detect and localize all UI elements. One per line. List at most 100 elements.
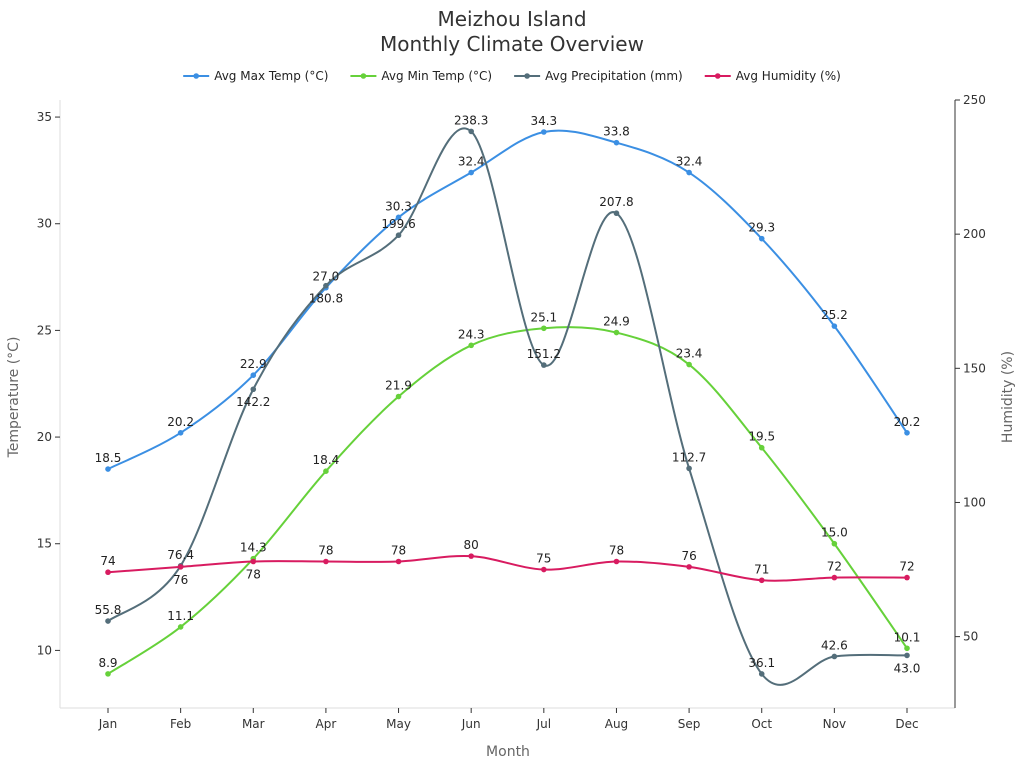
- data-point: [686, 564, 692, 570]
- data-point: [323, 558, 329, 565]
- data-label: 22.9: [240, 357, 267, 371]
- data-label: 20.2: [167, 415, 194, 429]
- data-point: [323, 282, 329, 289]
- data-label: 76: [681, 549, 696, 563]
- data-label: 78: [609, 544, 624, 558]
- legend-marker: [714, 73, 721, 79]
- data-label: 24.9: [603, 315, 630, 329]
- x-tick-label: May: [386, 717, 411, 731]
- data-point: [613, 558, 620, 565]
- data-point: [177, 430, 184, 436]
- data-label: 72: [827, 560, 842, 574]
- legend-marker: [360, 73, 367, 79]
- chart-subtitle: Monthly Climate Overview: [380, 32, 644, 56]
- series-line: [107, 127, 908, 686]
- data-point: [613, 329, 620, 336]
- data-point: [323, 468, 329, 475]
- y-tick-label: 30: [37, 217, 52, 231]
- data-point: [904, 652, 910, 659]
- data-point: [686, 465, 692, 472]
- data-point: [250, 372, 257, 379]
- y-right-tick-label: 100: [963, 495, 986, 509]
- data-label: 74: [100, 554, 115, 568]
- legend-item[interactable]: Avg Precipitation (mm): [514, 69, 683, 83]
- data-label: 27.0: [313, 270, 340, 284]
- data-label: 29.3: [748, 221, 775, 235]
- data-label: 78: [246, 568, 261, 582]
- x-tick-label: Jun: [461, 717, 481, 731]
- data-point: [468, 128, 474, 135]
- y-right-tick-label: 150: [963, 361, 986, 375]
- data-point: [613, 210, 620, 217]
- data-point: [177, 624, 184, 630]
- y-tick-label: 35: [37, 110, 52, 124]
- data-label: 36.1: [748, 656, 775, 670]
- data-point: [395, 393, 402, 400]
- data-point: [831, 653, 838, 660]
- data-label: 30.3: [385, 199, 412, 213]
- data-label: 80: [464, 538, 479, 552]
- data-label: 199.6: [381, 217, 415, 231]
- data-point: [468, 342, 474, 349]
- data-point: [831, 323, 838, 329]
- legend-marker: [193, 73, 199, 79]
- data-label: 33.8: [603, 125, 630, 139]
- data-point: [904, 430, 910, 436]
- data-point: [541, 325, 547, 332]
- data-label: 71: [754, 562, 769, 576]
- data-point: [105, 618, 111, 624]
- data-label: 10.1: [894, 630, 921, 644]
- legend-item[interactable]: Avg Min Temp (°C): [350, 69, 492, 83]
- y-right-tick-label: 50: [963, 630, 978, 644]
- data-label: 25.1: [530, 310, 557, 324]
- data-point: [541, 362, 547, 368]
- data-point: [904, 574, 910, 581]
- data-point: [250, 558, 257, 565]
- data-label: 180.8: [309, 292, 343, 306]
- x-tick-label: Feb: [170, 717, 191, 731]
- data-point: [395, 558, 402, 565]
- data-label: 8.9: [98, 656, 117, 670]
- data-label: 78: [391, 544, 406, 558]
- data-point: [105, 466, 111, 472]
- x-tick-label: Jan: [98, 717, 118, 731]
- x-tick-label: Jul: [536, 717, 551, 731]
- y-right-tick-label: 200: [963, 227, 986, 241]
- data-point: [686, 169, 692, 176]
- data-point: [541, 129, 547, 135]
- data-point: [468, 169, 474, 176]
- data-point: [758, 444, 765, 451]
- data-label: 20.2: [894, 415, 921, 429]
- data-label: 21.9: [385, 379, 412, 393]
- data-point: [105, 569, 111, 576]
- data-point: [395, 232, 402, 239]
- data-label: 43.0: [894, 661, 921, 675]
- data-label: 76: [173, 573, 188, 587]
- legend-label: Avg Max Temp (°C): [214, 69, 328, 83]
- data-point: [758, 235, 765, 242]
- x-tick-label: Sep: [678, 717, 701, 731]
- legend-label: Avg Precipitation (mm): [545, 69, 683, 83]
- data-point: [758, 577, 765, 584]
- data-point: [105, 671, 111, 677]
- data-label: 15.0: [821, 526, 848, 540]
- data-label: 25.2: [821, 308, 848, 322]
- data-point: [395, 214, 402, 221]
- x-tick-label: Oct: [751, 717, 772, 731]
- data-label: 24.3: [458, 327, 485, 341]
- x-axis-label: Month: [486, 744, 530, 760]
- x-tick-label: Dec: [895, 717, 918, 731]
- data-point: [758, 671, 765, 677]
- data-label: 14.3: [240, 541, 267, 555]
- legend-item[interactable]: Avg Max Temp (°C): [183, 69, 328, 83]
- data-label: 78: [318, 544, 333, 558]
- data-label: 32.4: [458, 155, 485, 169]
- data-label: 18.5: [95, 451, 122, 465]
- series-line: [107, 326, 908, 675]
- legend-label: Avg Min Temp (°C): [381, 69, 492, 83]
- data-point: [250, 386, 257, 393]
- data-point: [831, 540, 838, 547]
- legend-item[interactable]: Avg Humidity (%): [704, 69, 841, 83]
- data-label: 32.4: [676, 155, 703, 169]
